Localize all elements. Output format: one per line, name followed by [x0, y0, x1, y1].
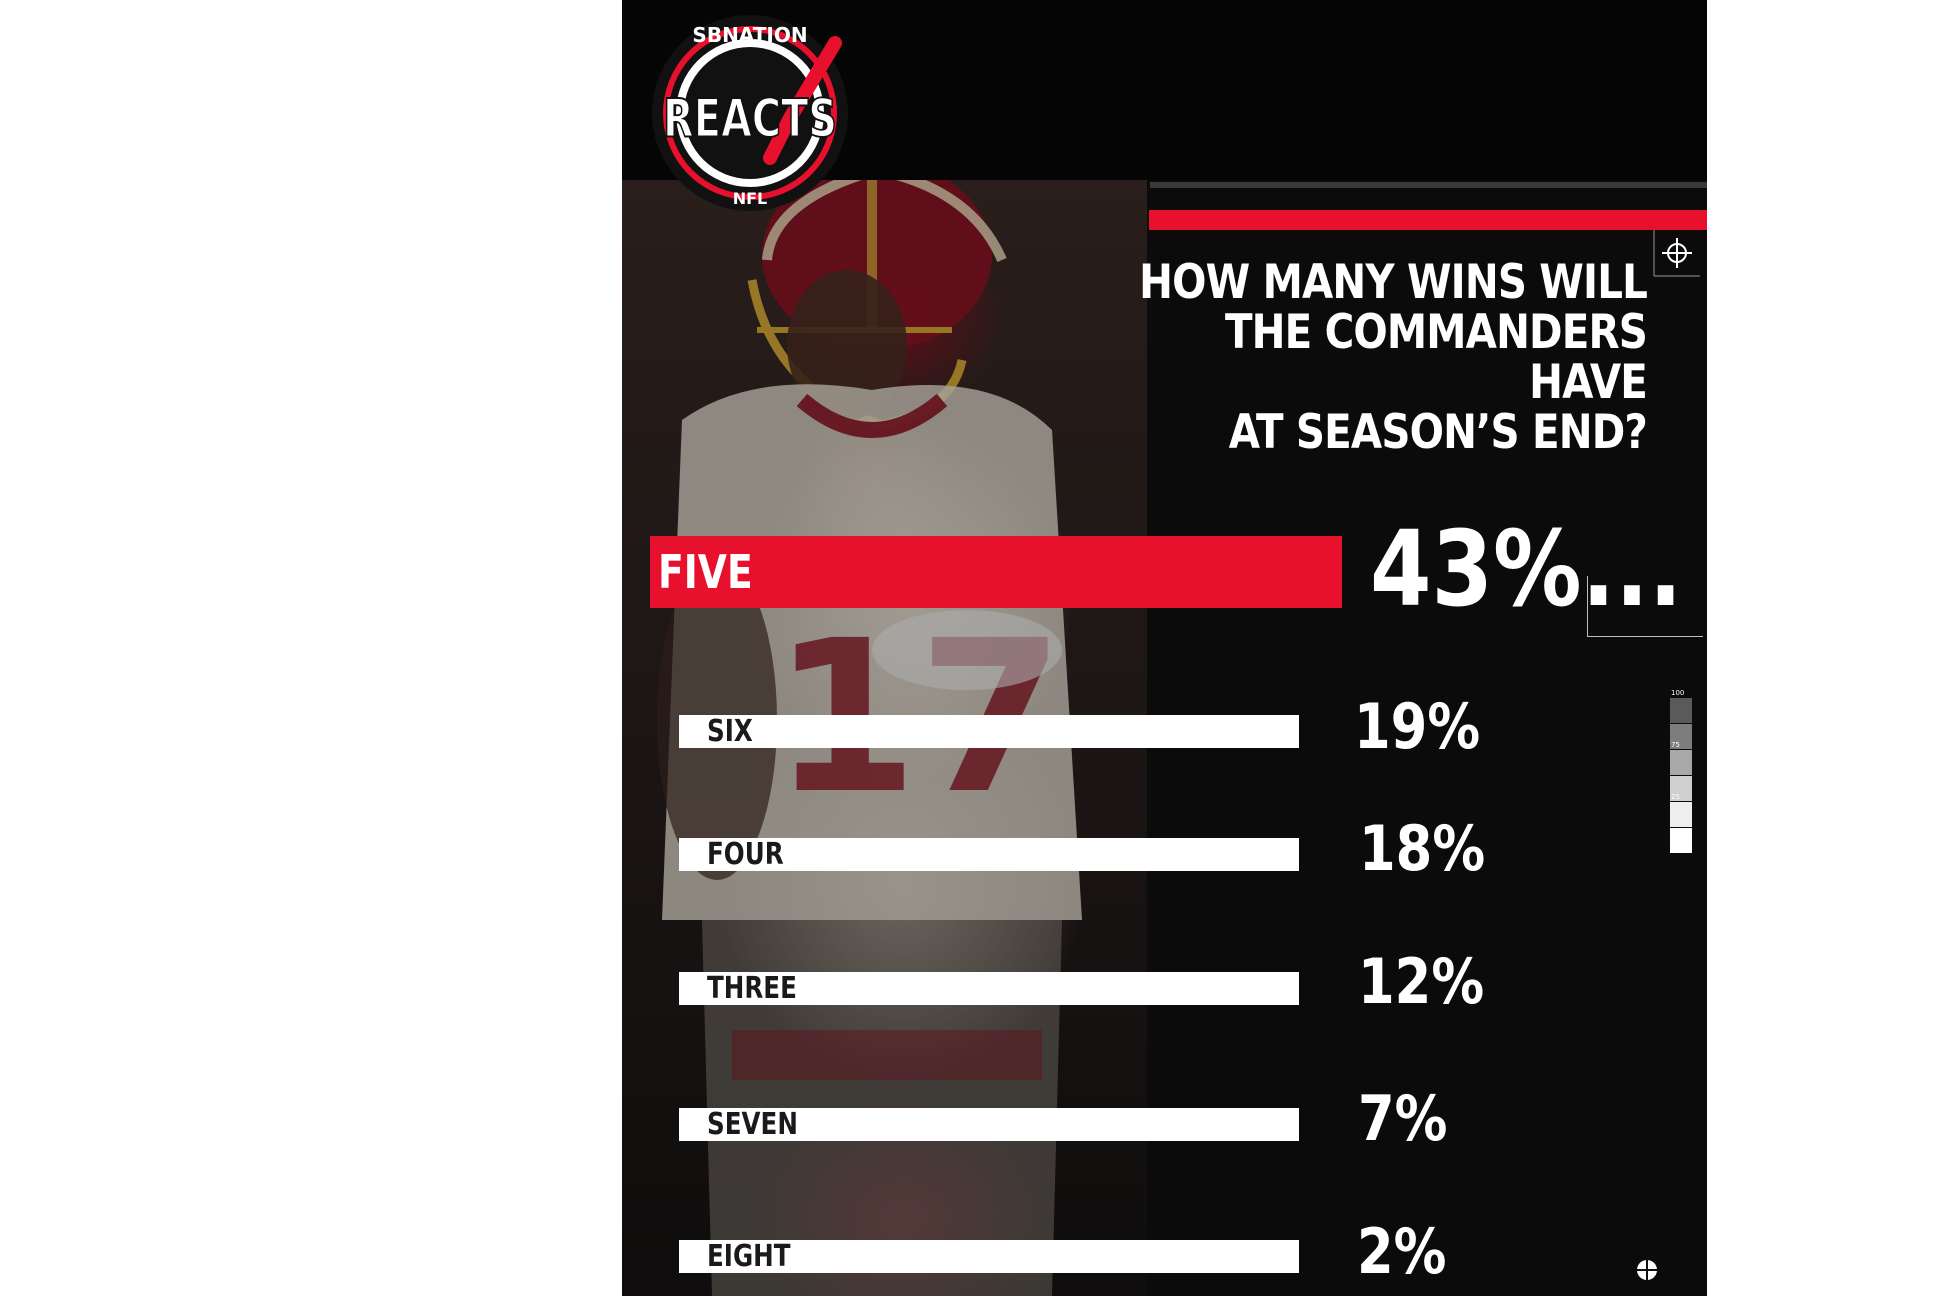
- poll-bar-chart: FIVE 43%... SIX 19% FOUR 18% THREE 12% SEVEN 7% EI…: [622, 0, 1707, 1296]
- poll-option-percent: 12%: [1358, 945, 1485, 1018]
- poll-option-percent: 19%: [1354, 690, 1481, 763]
- scale-tick-label: 75: [1671, 741, 1680, 749]
- scale-tick-label: 100: [1671, 689, 1685, 697]
- poll-option-label: FOUR: [707, 837, 784, 872]
- poll-option-percent: 7%: [1358, 1082, 1448, 1155]
- target-icon: [1637, 1260, 1657, 1280]
- callout-bracket: [1587, 576, 1703, 637]
- poll-option-label: SEVEN: [707, 1107, 798, 1142]
- poll-option-percent: 43%...: [1370, 508, 1683, 630]
- divider-line: [1150, 182, 1707, 188]
- crosshair-icon: [1653, 230, 1700, 277]
- poll-option-label: FIVE: [658, 545, 753, 599]
- scale-tick-label: 25: [1671, 793, 1680, 801]
- poll-option-label: EIGHT: [707, 1239, 791, 1274]
- logo-bottom-text: NFL: [733, 189, 768, 208]
- poll-bar-seven: [679, 1108, 1299, 1141]
- scale-step: [1670, 802, 1692, 827]
- logo-top-text: SBNATION: [692, 23, 807, 47]
- poll-bar-eight: [679, 1240, 1299, 1273]
- scale-step: [1670, 724, 1692, 749]
- scale-legend: [1670, 698, 1692, 853]
- poll-bar-four: [679, 838, 1299, 871]
- player-silhouette: 17: [657, 180, 1082, 1296]
- scale-step: [1670, 776, 1692, 801]
- poll-result-card: 17 SBNATION REACTS NFL HOW MANY WINS WIL…: [622, 0, 1707, 1296]
- scale-step: [1670, 750, 1692, 775]
- scale-step: [1670, 698, 1692, 723]
- scale-step: [1670, 828, 1692, 853]
- poll-bar-three: [679, 972, 1299, 1005]
- sbnation-reacts-nfl-logo: SBNATION REACTS NFL: [652, 15, 848, 211]
- poll-option-label: THREE: [707, 971, 797, 1006]
- poll-bar-five: [650, 536, 1342, 608]
- poll-bar-six: [679, 715, 1299, 748]
- poll-option-percent: 18%: [1359, 812, 1486, 885]
- red-accent-bar: [1149, 210, 1707, 230]
- poll-question: HOW MANY WINS WILL THE COMMANDERS HAVE A…: [1139, 255, 1648, 460]
- logo-main-text: REACTS: [663, 88, 837, 149]
- poll-option-percent: 2%: [1357, 1215, 1447, 1288]
- poll-option-label: SIX: [707, 714, 753, 749]
